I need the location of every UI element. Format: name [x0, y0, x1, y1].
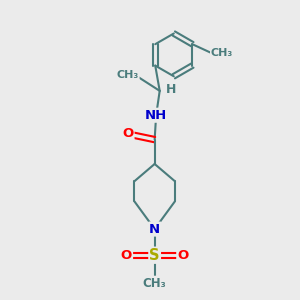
Text: O: O: [122, 127, 134, 140]
Text: S: S: [149, 248, 160, 263]
Text: O: O: [121, 249, 132, 262]
Text: CH₃: CH₃: [116, 70, 139, 80]
Text: O: O: [177, 249, 188, 262]
Text: H: H: [166, 83, 176, 96]
Text: CH₃: CH₃: [211, 48, 233, 58]
Text: CH₃: CH₃: [143, 277, 166, 290]
Text: N: N: [149, 223, 160, 236]
Text: NH: NH: [145, 109, 167, 122]
